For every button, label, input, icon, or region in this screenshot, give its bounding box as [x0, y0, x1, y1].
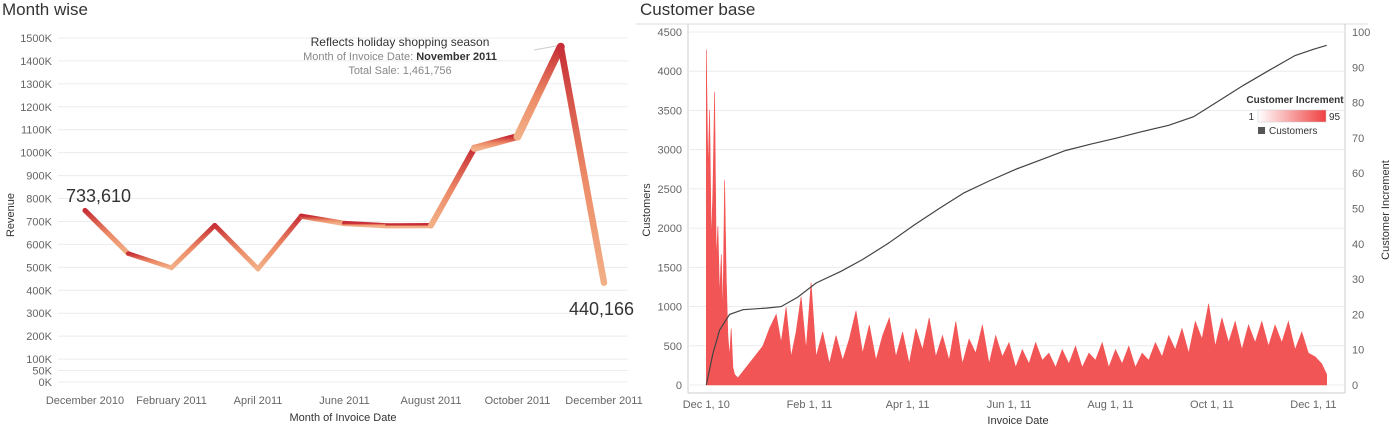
date-x-tick-label: Jun 1, 11 [987, 399, 1031, 411]
left-x-ticks: December 2010 February 2011 April 2011 June… [46, 395, 643, 407]
month-wise-title: Month wise [2, 0, 88, 19]
left-y-tick-label: 1500K [20, 33, 52, 45]
increment-y-tick-label: 10 [1352, 345, 1364, 357]
revenue-line-segment [169, 222, 218, 271]
month-axis-label: Month of Invoice Date [289, 412, 396, 424]
legend-gradient [1257, 109, 1327, 123]
customers-y-tick-label: 3000 [658, 145, 682, 157]
customer-increment-area-path [706, 49, 1327, 386]
customers-line-path [705, 44, 1327, 386]
legend-title: Customer Increment [1246, 95, 1344, 106]
customers-y-tick-label: 1500 [658, 262, 682, 274]
first-value-label: 733,610 [66, 186, 131, 206]
revenue-line-segment [513, 42, 565, 141]
left-y-tick-label: 400K [26, 285, 52, 297]
left-y-tick-label: 300K [26, 308, 52, 320]
left-y-tick-label: 1100K [21, 125, 53, 137]
date-x-tick-label: Dec 1, 11 [1290, 399, 1336, 411]
increment-y-tick-label: 20 [1352, 309, 1364, 321]
last-value-label: 440,166 [569, 299, 634, 319]
customers-y-tick-label: 4000 [658, 66, 682, 78]
right-x-ticks: Dec 1, 10 Feb 1, 11 Apr 1, 11 Jun 1, 11 Aug … [683, 399, 1337, 411]
revenue-line-segment [82, 207, 131, 257]
customers-y-tick-label: 0 [676, 380, 682, 392]
customers-y-tick-label: 500 [664, 341, 682, 353]
revenue-line-segment [557, 43, 608, 286]
peak-annotation: Reflects holiday shopping season Month o… [303, 35, 557, 77]
date-x-tick-label: Dec 1, 10 [683, 399, 730, 411]
revenue-line-segment [126, 251, 174, 271]
annotation-month-prefix: Month of Invoice Date: [303, 51, 416, 63]
legend-min: 1 [1248, 112, 1254, 123]
annotation-title: Reflects holiday shopping season [311, 35, 490, 49]
date-x-tick-label: Aug 1, 11 [1087, 399, 1133, 411]
customers-line [705, 44, 1327, 386]
customer-increment-area [706, 49, 1327, 386]
customers-axis-label: Customers [641, 183, 653, 237]
date-x-tick-label: Apr 1, 11 [886, 399, 930, 411]
left-x-tick-label: February 2011 [136, 395, 207, 407]
revenue-line-segment [341, 220, 391, 229]
left-x-tick-label: April 2011 [234, 395, 283, 407]
left-x-tick-label: December 2010 [46, 395, 124, 407]
increment-y-tick-label: 90 [1352, 62, 1364, 74]
customers-y-tick-label: 2500 [658, 184, 682, 196]
left-y-tick-label: 0K [39, 377, 53, 389]
left-x-tick-label: December 2011 [565, 395, 642, 407]
left-y-tick-label: 600K [26, 239, 52, 251]
left-y-tick-label: 50K [32, 366, 52, 378]
left-y-tick-label: 700K [26, 216, 52, 228]
left-x-tick-label: October 2011 [485, 395, 551, 407]
annotation-month: Month of Invoice Date: November 2011 [303, 51, 497, 63]
legend-customers-swatch [1258, 127, 1265, 134]
increment-y-tick-label: 100 [1352, 27, 1370, 39]
annotation-total: Total Sale: 1,461,756 [348, 65, 451, 77]
left-y-tick-label: 1400K [20, 56, 52, 68]
invoice-date-axis-label: Invoice Date [987, 415, 1048, 427]
annotation-leader [533, 45, 557, 51]
increment-y-tick-label: 30 [1352, 274, 1364, 286]
left-x-tick-label: August 2011 [401, 395, 462, 407]
left-x-tick-label: June 2011 [319, 395, 370, 407]
date-x-tick-label: Oct 1, 11 [1190, 399, 1234, 411]
revenue-line-segment [212, 222, 261, 272]
left-y-tick-label: 1300K [20, 79, 52, 91]
increment-y-tick-label: 60 [1352, 168, 1364, 180]
customers-y-tick-label: 1000 [658, 302, 682, 314]
left-y-tick-label: 1000K [20, 148, 52, 160]
customers-y-tick-label: 3500 [658, 105, 682, 117]
left-y-tick-label: 100K [26, 354, 52, 366]
revenue-line-segment [255, 213, 304, 272]
revenue-line-segment [470, 133, 521, 152]
date-x-tick-label: Feb 1, 11 [787, 399, 833, 411]
left-y-tick-label: 500K [26, 262, 52, 274]
customer-base-title: Customer base [640, 0, 755, 19]
increment-y-tick-label: 0 [1352, 380, 1358, 392]
revenue-line [82, 42, 608, 286]
increment-y-tick-label: 70 [1352, 133, 1364, 145]
legend-max: 95 [1329, 112, 1341, 123]
increment-axis-label: Customer Increment [1380, 160, 1392, 260]
revenue-axis-label: Revenue [5, 193, 17, 237]
customers-y-tick-label: 2000 [658, 223, 682, 235]
revenue-line-segment [428, 145, 478, 229]
revenue-line-segment [298, 213, 348, 227]
right-right-y-ticks: 0 10 20 30 40 50 60 70 80 90 100 [1352, 27, 1370, 392]
increment-y-tick-label: 50 [1352, 204, 1364, 216]
increment-y-tick-label: 80 [1352, 98, 1364, 110]
increment-y-tick-label: 40 [1352, 239, 1364, 251]
left-y-tick-label: 900K [26, 171, 52, 183]
left-y-tick-label: 800K [26, 194, 52, 206]
legend-customers-label: Customers [1269, 126, 1317, 137]
annotation-month-value: November 2011 [416, 51, 497, 63]
right-left-y-ticks: 0 500 1000 1500 2000 2500 3000 3500 4000 4500 [658, 27, 682, 392]
left-y-tick-label: 1200K [20, 102, 52, 114]
customers-y-tick-label: 4500 [658, 27, 682, 39]
increment-legend: Customer Increment 1 95 Customers [1246, 95, 1344, 137]
left-y-tick-label: 200K [26, 331, 52, 343]
